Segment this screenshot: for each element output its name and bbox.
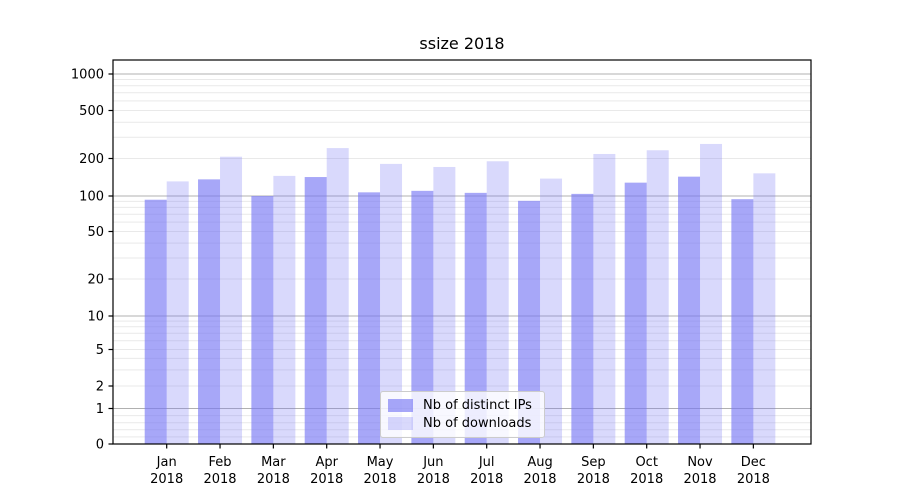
bar-distinct-ips-feb bbox=[198, 179, 221, 444]
bar-downloads-aug bbox=[540, 178, 563, 444]
x-tick-label-year: 2018 bbox=[417, 472, 450, 487]
x-tick-label-month: Nov bbox=[687, 455, 713, 470]
y-tick-label: 10 bbox=[87, 310, 104, 325]
x-tick-label-year: 2018 bbox=[577, 472, 610, 487]
legend-item-distinct-ips: Nb of distinct IPs bbox=[388, 398, 537, 413]
bar-downloads-jun bbox=[433, 166, 456, 444]
x-tick-label-month: May bbox=[367, 455, 394, 470]
bar-distinct-ips-jul bbox=[464, 192, 487, 444]
legend-label-downloads: Nb of downloads bbox=[423, 416, 532, 432]
x-tick-label-month: Apr bbox=[315, 455, 338, 470]
x-tick-label-year: 2018 bbox=[257, 472, 290, 487]
bar-downloads-jul bbox=[486, 161, 509, 444]
bar-distinct-ips-nov bbox=[678, 176, 701, 445]
bar-downloads-mar bbox=[273, 175, 296, 444]
y-tick-label: 0 bbox=[96, 438, 104, 453]
x-tick-label-year: 2018 bbox=[310, 472, 343, 487]
x-tick-label-month: Sep bbox=[581, 455, 606, 470]
bar-distinct-ips-mar bbox=[251, 196, 274, 444]
y-tick-label: 500 bbox=[79, 104, 104, 119]
legend: Nb of distinct IPs Nb of downloads bbox=[380, 391, 545, 438]
x-tick-label-month: Jun bbox=[422, 455, 443, 470]
y-tick-label: 50 bbox=[87, 225, 104, 240]
bar-downloads-oct bbox=[646, 150, 669, 445]
legend-swatch-downloads bbox=[388, 417, 413, 431]
x-tick-label-month: Dec bbox=[741, 455, 766, 470]
bar-distinct-ips-oct bbox=[624, 182, 647, 445]
x-tick-label-year: 2018 bbox=[523, 472, 556, 487]
bar-distinct-ips-apr bbox=[304, 177, 327, 444]
x-tick-label-year: 2018 bbox=[203, 472, 236, 487]
x-tick-label-month: Aug bbox=[527, 455, 552, 470]
bar-distinct-ips-may bbox=[358, 192, 381, 444]
chart-title: ssize 2018 bbox=[419, 34, 505, 53]
y-tick-label: 20 bbox=[87, 273, 104, 288]
plot-border bbox=[112, 59, 812, 445]
bar-distinct-ips-jan bbox=[144, 199, 167, 444]
x-tick-label-year: 2018 bbox=[737, 472, 770, 487]
y-tick-label: 200 bbox=[79, 152, 104, 167]
legend-item-downloads: Nb of downloads bbox=[388, 416, 537, 431]
y-tick-label: 100 bbox=[79, 190, 104, 205]
y-tick-label: 5 bbox=[96, 343, 104, 358]
x-tick-label-month: Oct bbox=[635, 455, 657, 470]
bar-downloads-dec bbox=[753, 173, 776, 444]
x-tick-label-month: Jan bbox=[156, 455, 177, 470]
x-tick-label-year: 2018 bbox=[363, 472, 396, 487]
bar-downloads-jan bbox=[166, 181, 189, 445]
x-tick-label-month: Mar bbox=[261, 455, 286, 470]
x-tick-label-year: 2018 bbox=[470, 472, 503, 487]
legend-swatch-distinct-ips bbox=[388, 398, 413, 412]
x-tick-label-year: 2018 bbox=[150, 472, 183, 487]
bar-distinct-ips-jun bbox=[411, 190, 434, 444]
bar-downloads-sep bbox=[593, 153, 616, 444]
bar-downloads-feb bbox=[220, 156, 243, 444]
bar-downloads-nov bbox=[700, 143, 723, 444]
bar-downloads-may bbox=[380, 163, 403, 444]
x-tick-label-month: Jul bbox=[478, 455, 495, 470]
y-tick-label: 2 bbox=[96, 380, 104, 395]
bar-downloads-apr bbox=[326, 148, 349, 444]
y-tick-label: 1 bbox=[96, 402, 104, 417]
y-tick-label: 1000 bbox=[71, 68, 104, 83]
x-tick-label-year: 2018 bbox=[630, 472, 663, 487]
bar-distinct-ips-aug bbox=[518, 200, 541, 444]
bar-distinct-ips-sep bbox=[571, 193, 594, 444]
x-tick-label-year: 2018 bbox=[683, 472, 716, 487]
bar-distinct-ips-dec bbox=[731, 199, 754, 444]
legend-label-distinct-ips: Nb of distinct IPs bbox=[423, 397, 532, 413]
x-tick-label-month: Feb bbox=[209, 455, 232, 470]
